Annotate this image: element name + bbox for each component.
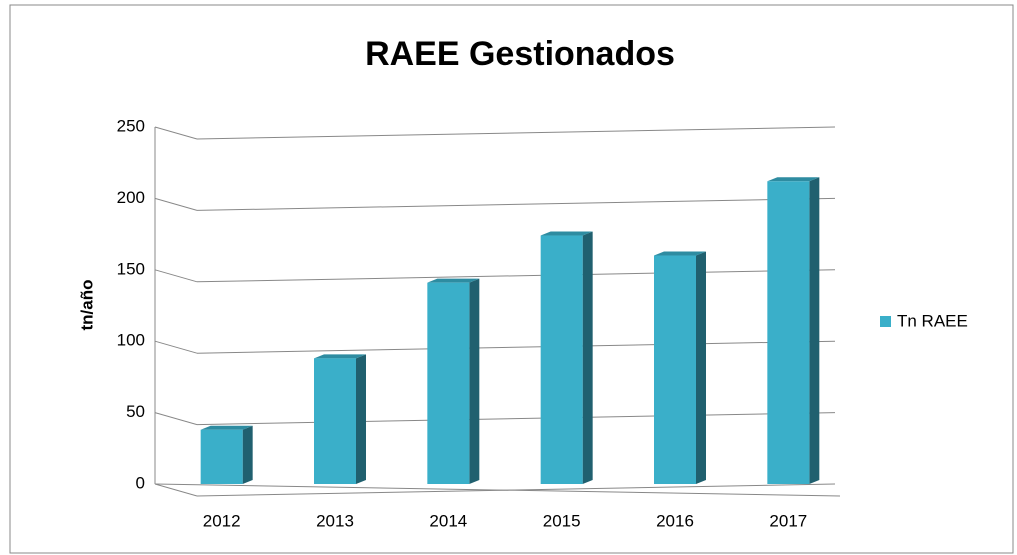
bar-side [696, 251, 706, 484]
chart-frame [9, 4, 1014, 554]
bar-top [654, 251, 706, 256]
bar [427, 282, 470, 484]
y-tick-label: 200 [117, 188, 145, 207]
bar [540, 235, 583, 484]
bar-side [356, 354, 366, 484]
x-tick-label: 2014 [429, 511, 467, 530]
x-tick-label: 2016 [656, 511, 694, 530]
grid-line [154, 197, 198, 211]
grid-line [196, 340, 836, 354]
grid-line [154, 412, 198, 426]
legend-swatch [880, 316, 891, 327]
grid-line [196, 197, 836, 211]
chart-title: RAEE Gestionados [365, 35, 675, 73]
bar-side [469, 278, 480, 484]
y-axis-label: tn/año [77, 280, 96, 331]
grid-line [154, 269, 198, 283]
y-tick-label: 0 [136, 473, 145, 492]
y-tick-label: 150 [117, 259, 145, 278]
y-tick-label: 50 [126, 402, 145, 421]
y-tick-label: 100 [117, 331, 145, 350]
grid-line [154, 483, 198, 497]
bar-side [582, 231, 593, 484]
x-axis [154, 483, 841, 497]
bar [767, 181, 810, 484]
grid-line [196, 269, 836, 283]
x-tick-label: 2015 [543, 511, 581, 530]
grid-line [196, 412, 836, 426]
bar-top [767, 177, 820, 182]
grid-line [154, 126, 198, 140]
bar-side [809, 177, 820, 484]
bar-side [242, 425, 253, 484]
grid-line [154, 340, 198, 354]
bar [314, 358, 356, 484]
y-tick-label: 250 [117, 116, 145, 135]
bar-top [314, 354, 366, 359]
bar-top [200, 425, 253, 430]
x-tick-label: 2017 [769, 511, 807, 530]
x-tick-label: 2013 [316, 511, 354, 530]
grid-line [196, 126, 836, 140]
bar [200, 429, 243, 484]
x-tick-label: 2012 [203, 511, 241, 530]
legend-label: Tn RAEE [897, 311, 968, 330]
bar [654, 255, 696, 484]
bar-top [427, 278, 480, 283]
bar-top [540, 231, 593, 236]
